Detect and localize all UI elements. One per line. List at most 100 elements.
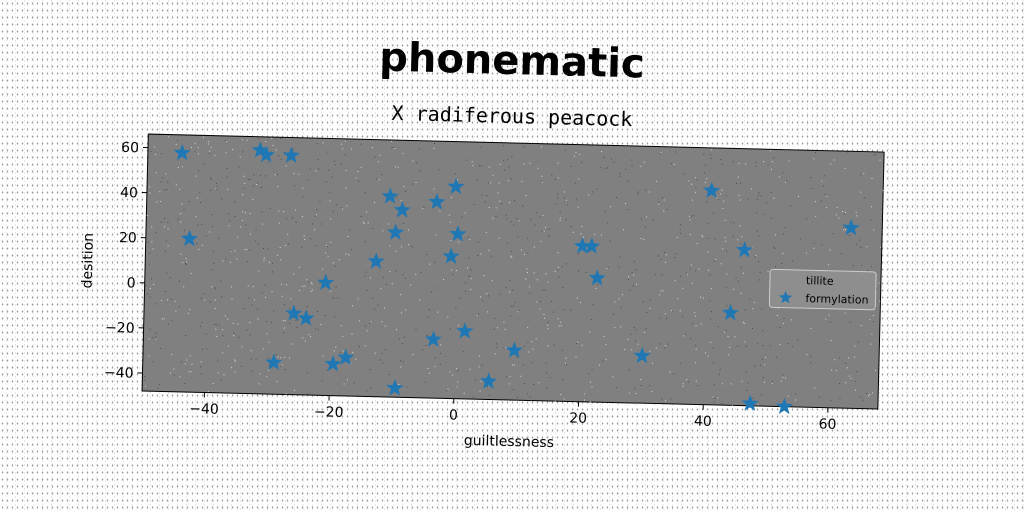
noise-speck [671,163,672,164]
noise-speck [428,316,429,317]
noise-speck [221,380,222,381]
noise-speck [345,141,346,142]
noise-speck [621,307,622,308]
noise-speck [420,170,421,171]
noise-speck [184,209,185,210]
noise-speck [191,371,192,372]
noise-speck [296,320,297,321]
noise-speck [507,159,508,160]
noise-speck [786,180,787,181]
noise-speck [318,159,319,160]
y-tick-label: −40 [104,365,134,382]
noise-speck [591,319,592,320]
noise-speck [763,377,764,378]
noise-speck [276,149,277,150]
noise-speck [552,312,553,313]
noise-speck [222,335,223,336]
noise-speck [530,400,531,401]
noise-speck [487,386,488,387]
noise-speck [875,370,876,371]
noise-speck [389,245,390,246]
noise-speck [562,266,563,267]
noise-speck [469,239,470,240]
noise-speck [661,152,662,153]
noise-speck [352,352,353,353]
noise-speck [545,273,546,274]
noise-speck [564,191,565,192]
noise-speck [708,223,709,224]
noise-speck [478,241,479,242]
noise-speck [201,373,202,374]
noise-speck [700,297,701,298]
noise-speck [403,223,404,224]
noise-speck [456,270,457,271]
noise-speck [722,248,723,249]
noise-speck [562,350,563,351]
noise-speck [847,152,848,153]
noise-speck [278,155,279,156]
noise-speck [325,252,326,253]
noise-speck [340,352,341,353]
noise-speck [597,284,598,285]
noise-speck [590,145,591,146]
noise-speck [317,209,318,210]
noise-speck [744,323,745,324]
noise-speck [711,149,712,150]
noise-speck [768,164,769,165]
noise-speck [761,394,762,395]
noise-speck [240,226,241,227]
noise-speck [161,300,162,301]
noise-speck [549,229,550,230]
noise-speck [364,241,365,242]
noise-speck [180,222,181,223]
noise-speck [351,149,352,150]
noise-speck [216,183,217,184]
noise-speck [150,297,151,298]
noise-speck [509,280,510,281]
noise-speck [384,307,385,308]
noise-speck [326,245,327,246]
noise-speck [228,346,229,347]
noise-speck [523,364,524,365]
noise-speck [435,366,436,367]
noise-speck [257,183,258,184]
noise-speck [540,301,541,302]
noise-speck [346,170,347,171]
noise-speck [458,241,459,242]
noise-speck [286,284,287,285]
noise-speck [708,270,709,271]
noise-speck [249,322,250,323]
noise-speck [202,245,203,246]
noise-speck [254,299,255,300]
noise-speck [182,166,183,167]
noise-speck [743,273,744,274]
noise-speck [628,279,629,280]
noise-speck [837,207,838,208]
noise-speck [567,204,568,205]
noise-speck [307,180,308,181]
noise-speck [260,373,261,374]
noise-speck [472,165,473,166]
noise-speck [557,197,558,198]
noise-speck [577,342,578,343]
noise-speck [348,254,349,255]
noise-speck [311,282,312,283]
noise-speck [772,383,773,384]
noise-speck [656,181,657,182]
noise-speck [315,328,316,329]
noise-speck [584,400,585,401]
noise-speck [489,250,490,251]
noise-speck [505,215,506,216]
noise-speck [423,207,424,208]
noise-speck [346,139,347,140]
noise-speck [235,216,236,217]
noise-speck [349,230,350,231]
noise-speck [854,346,855,347]
x-tick-label: 20 [569,410,587,426]
noise-speck [601,151,602,152]
noise-speck [145,285,146,286]
noise-speck [759,279,760,280]
noise-speck [263,248,264,249]
noise-speck [655,274,656,275]
noise-speck [151,151,152,152]
